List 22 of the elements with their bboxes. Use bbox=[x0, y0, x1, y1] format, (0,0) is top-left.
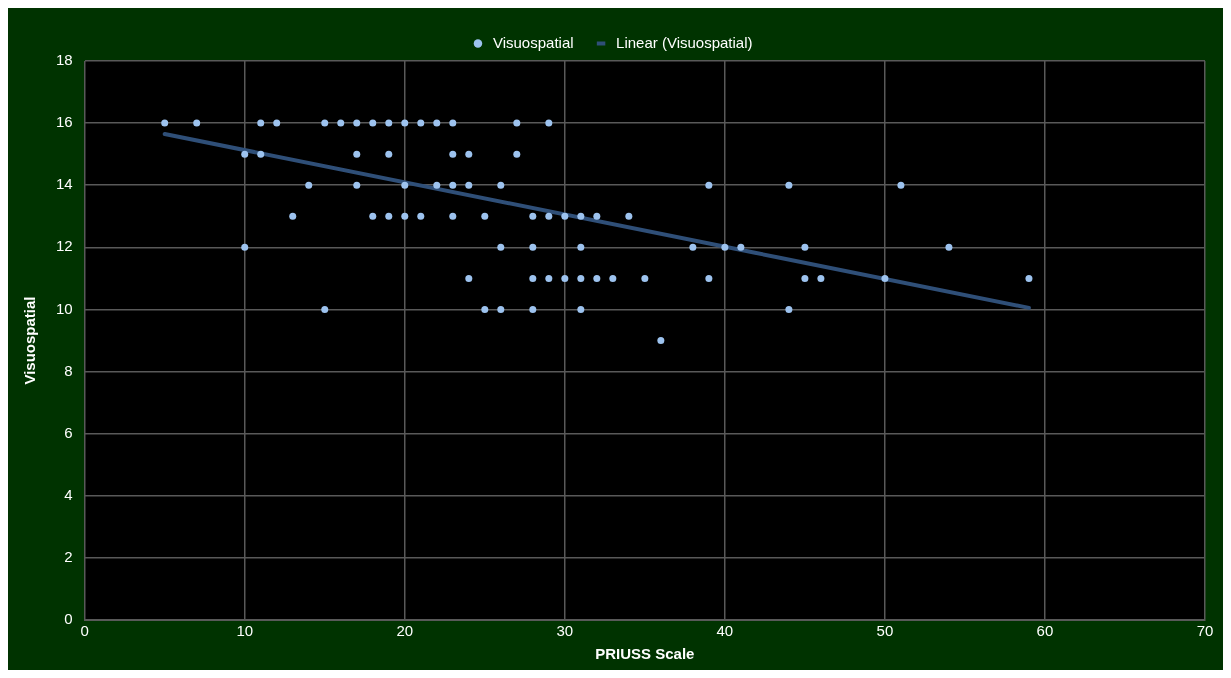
y-tick-label: 6 bbox=[64, 423, 73, 441]
x-axis-title: PRIUSS Scale bbox=[595, 645, 695, 663]
x-tick-label: 0 bbox=[80, 622, 89, 640]
y-tick-label: 8 bbox=[64, 361, 73, 379]
x-tick-label: 50 bbox=[876, 622, 894, 640]
y-tick-label: 0 bbox=[64, 610, 73, 628]
y-tick-label: 4 bbox=[64, 485, 73, 503]
y-tick-label: 18 bbox=[56, 51, 73, 69]
legend-label: Visuospatial bbox=[492, 33, 574, 51]
x-tick-label: 70 bbox=[1196, 622, 1214, 640]
y-tick-label: 10 bbox=[56, 299, 73, 317]
x-tick-label: 30 bbox=[556, 622, 574, 640]
y-tick-label: 16 bbox=[56, 113, 73, 131]
y-tick-label: 2 bbox=[64, 548, 73, 566]
x-tick-label: 60 bbox=[1036, 622, 1054, 640]
legend-label: Linear (Visuospatial) bbox=[616, 33, 753, 51]
y-tick-label: 14 bbox=[56, 175, 73, 193]
y-axis-title: Visuospatial bbox=[21, 296, 39, 385]
x-tick-label: 20 bbox=[396, 622, 414, 640]
y-tick-label: 12 bbox=[56, 237, 73, 255]
x-tick-label: 40 bbox=[716, 622, 734, 640]
x-tick-label: 10 bbox=[236, 622, 254, 640]
